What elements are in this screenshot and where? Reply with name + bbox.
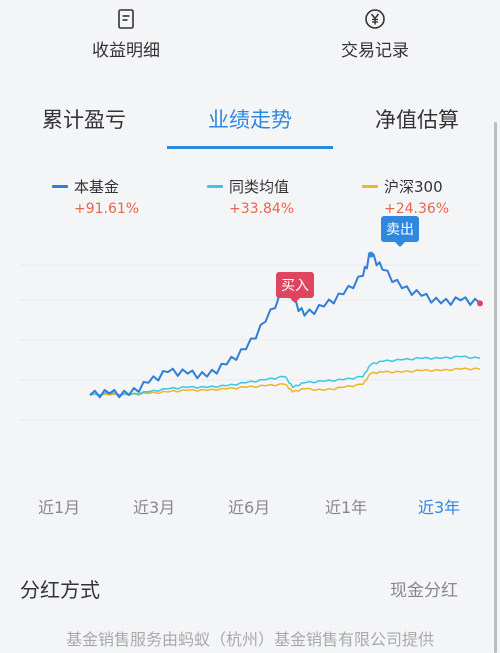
- legend-peer-value: +33.84%: [229, 201, 295, 217]
- income-detail-label: 收益明细: [92, 41, 160, 61]
- buy-marker: 买入: [276, 272, 314, 303]
- dividend-label: 分红方式: [20, 578, 100, 602]
- tab-nav-estimate[interactable]: 净值估算: [375, 108, 459, 132]
- top-actions: 收益明细 交易记录: [0, 0, 500, 78]
- period-6m[interactable]: 近6月: [228, 498, 271, 517]
- period-3y[interactable]: 近3年: [418, 498, 461, 517]
- legend-hs300-swatch: [362, 185, 378, 188]
- period-3m[interactable]: 近3月: [133, 498, 176, 517]
- scrollbar[interactable]: [494, 122, 497, 653]
- yen-icon: [365, 9, 385, 29]
- dividend-value: 现金分红: [390, 581, 458, 601]
- period-1m[interactable]: 近1月: [38, 498, 81, 517]
- series-line-2: [89, 367, 481, 397]
- legend-hs300-name: 沪深300: [384, 178, 443, 196]
- legend-peer-name: 同类均值: [229, 178, 290, 196]
- legend-fund-swatch: [52, 185, 68, 188]
- document-icon: [118, 9, 134, 29]
- legend-peer: 同类均值 +33.84%: [207, 176, 294, 217]
- tab-bar: 累计盈亏 业绩走势 净值估算: [0, 92, 500, 152]
- legend-fund: 本基金 +91.61%: [52, 176, 139, 217]
- legend-peer-swatch: [207, 185, 223, 188]
- legend-hs300-value: +24.36%: [384, 201, 450, 217]
- sell-marker: 卖出: [381, 216, 419, 247]
- footer-disclaimer: 基金销售服务由蚂蚁（杭州）基金销售有限公司提供: [65, 630, 434, 649]
- dividend-row[interactable]: 分红方式 现金分红: [0, 560, 500, 612]
- legend-fund-name: 本基金: [74, 178, 120, 196]
- sell-point: [367, 251, 374, 258]
- trade-record-button[interactable]: 交易记录: [295, 8, 455, 61]
- period-selector: 近1月 近3月 近6月 近1年 近3年: [0, 494, 500, 518]
- performance-chart[interactable]: [0, 230, 500, 480]
- trade-record-label: 交易记录: [341, 41, 409, 61]
- legend-fund-value: +91.61%: [74, 201, 140, 217]
- tab-performance-trend[interactable]: 业绩走势: [208, 108, 292, 132]
- active-tab-indicator: [167, 146, 333, 149]
- legend-hs300: 沪深300 +24.36%: [362, 176, 449, 217]
- series-line-1: [89, 355, 481, 396]
- end-point: [477, 300, 483, 307]
- income-detail-button[interactable]: 收益明细: [46, 8, 206, 61]
- period-1y[interactable]: 近1年: [325, 498, 368, 517]
- tab-cumulative-pnl[interactable]: 累计盈亏: [42, 108, 126, 132]
